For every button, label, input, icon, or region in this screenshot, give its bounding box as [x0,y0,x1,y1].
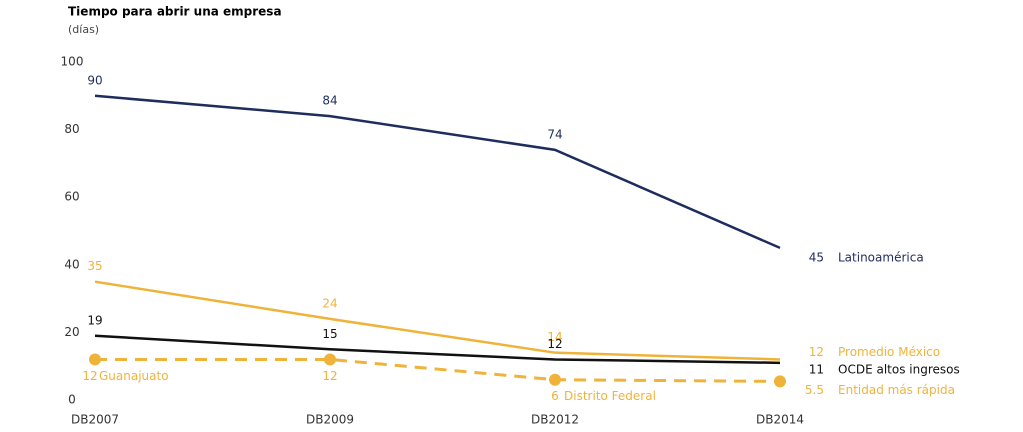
series-line [95,357,781,383]
y-tick-label: 0 [68,393,76,407]
data-label: 19 [87,313,102,327]
point-marker [774,375,786,388]
data-label: 84 [322,94,337,108]
y-tick-label: 40 [64,257,79,271]
data-label: 12 [82,369,97,383]
data-label: 74 [547,127,562,141]
y-tick-label: 80 [64,122,79,136]
data-label: 24 [322,296,337,310]
y-tick-label: 100 [61,55,84,69]
y-tick-label: 60 [64,190,79,204]
data-label: 6 [551,389,559,403]
x-tick-label: DB2012 [531,413,579,427]
data-label: 11 [809,362,824,376]
data-label: 12 [547,337,562,351]
data-label: 90 [87,73,102,87]
data-label: 15 [322,327,337,341]
point-marker [549,373,561,386]
series-line [94,94,781,250]
x-tick-label: DB2009 [306,413,354,427]
legend-label: Entidad más rápida [838,383,955,397]
x-tick-label: DB2014 [756,413,804,427]
y-tick-label: 20 [64,325,79,339]
data-label: 45 [809,250,824,264]
chart-title: Tiempo para abrir una empresa [68,5,282,19]
data-label: 12 [322,369,337,383]
point-marker [89,353,101,366]
data-label: 12 [809,345,824,359]
legend-label: OCDE altos ingresos [838,362,960,376]
data-label: 5.5 [805,383,824,397]
series-line [94,280,781,361]
x-tick-label: DB2007 [71,413,119,427]
point-marker [324,353,336,366]
legend-label: Promedio México [838,345,940,359]
data-label: 14 [547,330,562,344]
series-line [94,334,781,365]
chart-subtitle: (días) [68,23,99,36]
legend-label: Latinoamérica [838,250,924,264]
point-note: Distrito Federal [564,389,656,403]
data-label: 35 [87,259,102,273]
point-note: Guanajuato [99,369,169,383]
